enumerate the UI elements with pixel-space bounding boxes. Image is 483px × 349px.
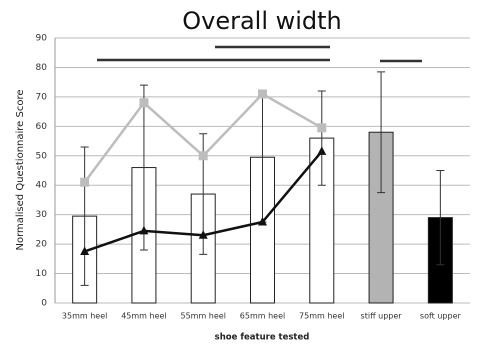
y-axis-label: Normalised Questionnaire Score [15, 89, 26, 250]
marker [80, 246, 90, 255]
marker [317, 123, 327, 133]
marks [72, 71, 453, 304]
marker [198, 151, 208, 161]
x-tick-label: 55mm heel [180, 312, 225, 321]
x-tick-label: 65mm heel [240, 312, 285, 321]
marker [80, 177, 90, 187]
marker [198, 230, 208, 239]
y-tick-label: 10 [36, 269, 48, 279]
marker [317, 146, 327, 155]
error-bar [80, 146, 89, 286]
y-tick-label: 60 [36, 122, 48, 132]
marker [258, 89, 267, 99]
y-tick-label: 40 [36, 181, 48, 191]
y-tick-label: 0 [41, 299, 47, 309]
y-tick-label: 90 [36, 34, 48, 44]
y-tick-label: 50 [36, 151, 48, 161]
x-tick-label: 35mm heel [62, 312, 107, 321]
marker [258, 217, 267, 226]
x-tick-label: 75mm heel [299, 312, 344, 321]
significance-bars [97, 45, 422, 63]
chart-title: Overall width [182, 7, 342, 35]
y-tick-label: 70 [36, 92, 48, 102]
y-tick-label: 30 [36, 210, 48, 220]
y-tick-label: 20 [36, 240, 48, 250]
x-tick-label: stiff upper [361, 312, 403, 321]
y-tick-label: 80 [36, 63, 48, 73]
error-bar [377, 71, 386, 194]
x-tick-label: 45mm heel [121, 312, 166, 321]
x-tick-label: soft upper [420, 312, 462, 321]
x-axis-label: shoe feature tested [215, 333, 310, 343]
error-bar [317, 90, 326, 186]
marker [139, 98, 149, 108]
error-bar [139, 84, 148, 251]
error-bar [436, 170, 445, 266]
marker [139, 225, 149, 235]
